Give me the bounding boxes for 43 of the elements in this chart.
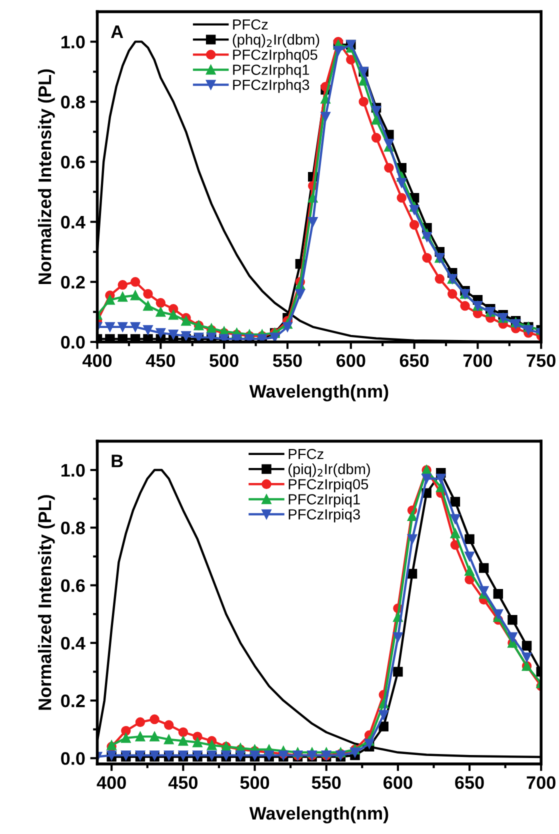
y-tick-label: 0.4 — [61, 216, 86, 229]
x-tick-label: 650 — [400, 354, 429, 368]
y-tick-label: 0.6 — [61, 156, 85, 169]
x-tick-label: 500 — [240, 776, 270, 790]
x-axis-title: Wavelength(nm) — [249, 806, 388, 824]
x-tick-label: 700 — [463, 354, 492, 368]
y-tick-label: 1.0 — [62, 36, 85, 48]
legend-label: PFCzIrpiq05 — [288, 478, 368, 492]
x-tick-label: 650 — [455, 776, 484, 790]
y-axis-title: Normalized Intensity (PL) — [38, 69, 55, 284]
x-tick-label: 700 — [526, 776, 556, 790]
y-tick-label: 1.0 — [62, 464, 85, 477]
legend-label: (piq)$_{2}$Ir(dbm) — [288, 464, 370, 478]
y-tick-label: 0.0 — [61, 752, 85, 765]
x-tick-label: 600 — [384, 776, 412, 790]
x-tick-label: 450 — [168, 776, 198, 790]
annotation: A — [111, 26, 124, 38]
x-tick-label: 600 — [336, 354, 366, 368]
y-tick-label: 0.8 — [61, 96, 85, 108]
annotation: B — [112, 454, 123, 468]
legend-label: PFCz — [288, 448, 324, 460]
x-axis-title: Wavelength(nm) — [249, 384, 388, 402]
x-tick-label: 750 — [526, 354, 556, 368]
y-axis-title: Normalized Intensity (PL) — [38, 495, 55, 710]
legend-label: PFCzIrpiq1 — [288, 494, 360, 508]
legend-label: PFCz — [233, 19, 268, 30]
x-tick-label: 450 — [146, 354, 175, 368]
y-tick-label: 0.0 — [61, 336, 85, 349]
legend-label: (phq)$_{2}$Ir(dbm) — [232, 34, 320, 48]
legend-label: PFCzIrphq1 — [233, 64, 310, 78]
legend-label: PFCzIrphq05 — [233, 49, 318, 63]
y-tick-label: 0.6 — [61, 579, 85, 592]
y-tick-label: 0.2 — [61, 276, 85, 289]
x-tick-label: 400 — [96, 776, 126, 790]
legend-label: PFCzIrphq3 — [233, 79, 310, 93]
y-tick-label: 0.4 — [61, 636, 86, 650]
x-tick-label: 550 — [312, 776, 341, 790]
y-tick-label: 0.8 — [61, 522, 85, 534]
x-tick-label: 550 — [272, 354, 302, 368]
x-tick-label: 400 — [82, 354, 112, 368]
x-tick-label: 500 — [210, 354, 238, 368]
y-tick-label: 0.2 — [61, 694, 85, 708]
legend-label: PFCzIrpiq3 — [288, 508, 360, 522]
